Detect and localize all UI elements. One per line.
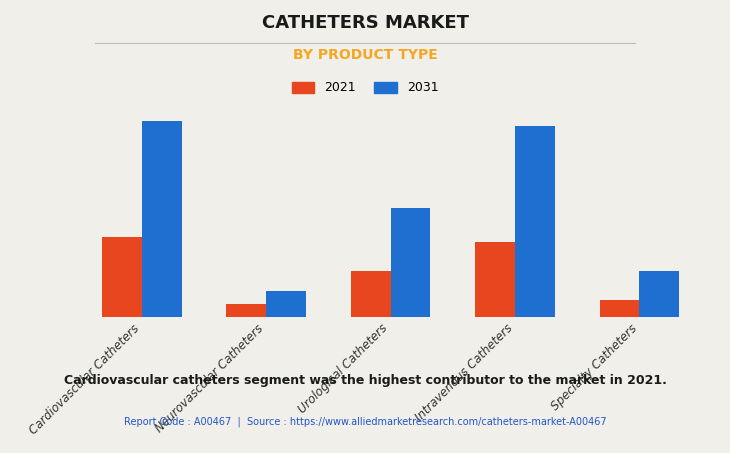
- Text: CATHETERS MARKET: CATHETERS MARKET: [261, 14, 469, 32]
- Bar: [515, 126, 555, 317]
- Bar: [391, 208, 431, 317]
- Text: Report Code : A00467  |  Source : https://www.alliedmarketresearch.com/catheters: Report Code : A00467 | Source : https://…: [123, 417, 607, 427]
- Bar: [475, 242, 515, 317]
- Text: Cardiovascular catheters segment was the highest contributor to the market in 20: Cardiovascular catheters segment was the…: [64, 374, 666, 387]
- Bar: [142, 121, 182, 317]
- Bar: [599, 300, 639, 317]
- Bar: [350, 271, 391, 317]
- Bar: [266, 291, 306, 317]
- Legend: 2021, 2031: 2021, 2031: [286, 77, 444, 100]
- Text: BY PRODUCT TYPE: BY PRODUCT TYPE: [293, 48, 437, 62]
- Bar: [102, 237, 142, 317]
- Bar: [226, 304, 266, 317]
- Bar: [639, 271, 679, 317]
